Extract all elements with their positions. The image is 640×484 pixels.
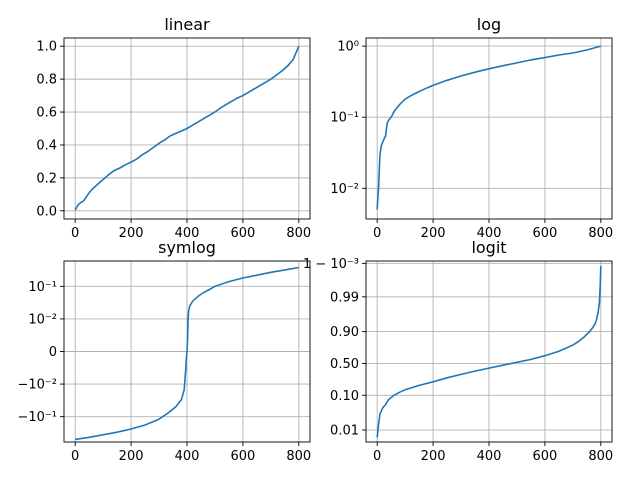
symlog-title: symlog [158,238,216,257]
symlog-xtick-label: 600 [230,449,255,464]
logit-xtick-label: 200 [421,449,446,464]
log-xtick-label: 600 [532,226,557,241]
logit-title: logit [471,238,506,257]
linear-panel: 0 200 400 600 800 0.0 0.2 0.4 0.6 0.8 1.0 linear [36,15,311,241]
logit-ytick-label: 1 − 10⁻³ [303,257,359,272]
symlog-xtick-label: 200 [119,449,144,464]
linear-ytick-label: 0.4 [36,138,57,153]
linear-title: linear [164,15,210,34]
symlog-ytick-label: −10⁻² [17,378,57,393]
logit-ytick-label: 0.90 [330,325,359,340]
logit-ytick-label: 0.10 [330,389,359,404]
log-panel: 0 200 400 600 800 10⁻² 10⁻¹ 10⁰ log [330,15,613,241]
symlog-ytick-label: 10⁻² [28,312,57,327]
linear-ytick-label: 0.6 [36,106,57,121]
log-ytick-label: 10⁻¹ [330,111,359,126]
logit-ytick-label: 0.50 [330,357,359,372]
log-series-line [376,45,602,210]
symlog-ytick-label: −10⁻¹ [17,410,57,425]
linear-ytick-label: 0.2 [36,171,57,186]
linear-ytick-label: 0.8 [36,73,57,88]
log-ytick-label: 10⁻² [330,182,359,197]
symlog-ytick-label: 10⁻¹ [28,280,57,295]
symlog-xtick-label: 800 [286,449,311,464]
linear-ytick-label: 0.0 [36,204,57,219]
linear-xtick-label: 200 [119,226,144,241]
linear-xtick-label: 400 [175,226,200,241]
log-ytick-label: 10⁰ [337,40,359,55]
symlog-xtick-label: 400 [175,449,200,464]
logit-xtick-label: 800 [588,449,613,464]
symlog-xtick-label: 0 [71,449,79,464]
linear-xtick-label: 800 [286,226,311,241]
logit-xtick-label: 400 [477,449,502,464]
linear-xtick-label: 600 [230,226,255,241]
symlog-ytick-label: 0 [49,345,57,360]
logit-ytick-label: 0.01 [330,424,359,439]
log-title: log [477,15,501,34]
symlog-series-line [75,266,299,441]
logit-series-line [376,265,602,438]
logit-xtick-label: 600 [532,449,557,464]
log-xtick-label: 400 [477,226,502,241]
linear-xtick-label: 0 [71,226,79,241]
logit-panel: 0 200 400 600 800 0.01 0.10 0.50 0.90 0.99 1 − 10⁻… [303,238,613,464]
logit-ytick-label: 0.99 [330,290,359,305]
log-xtick-label: 200 [421,226,446,241]
linear-ytick-label: 1.0 [36,40,57,55]
linear-series-line [74,45,300,211]
logit-xtick-label: 0 [373,449,381,464]
log-xtick-label: 0 [373,226,381,241]
symlog-panel: 0 200 400 600 800 −10⁻¹ −10⁻² 0 10⁻² 10⁻¹ symlog [17,238,311,464]
log-xtick-label: 800 [588,226,613,241]
